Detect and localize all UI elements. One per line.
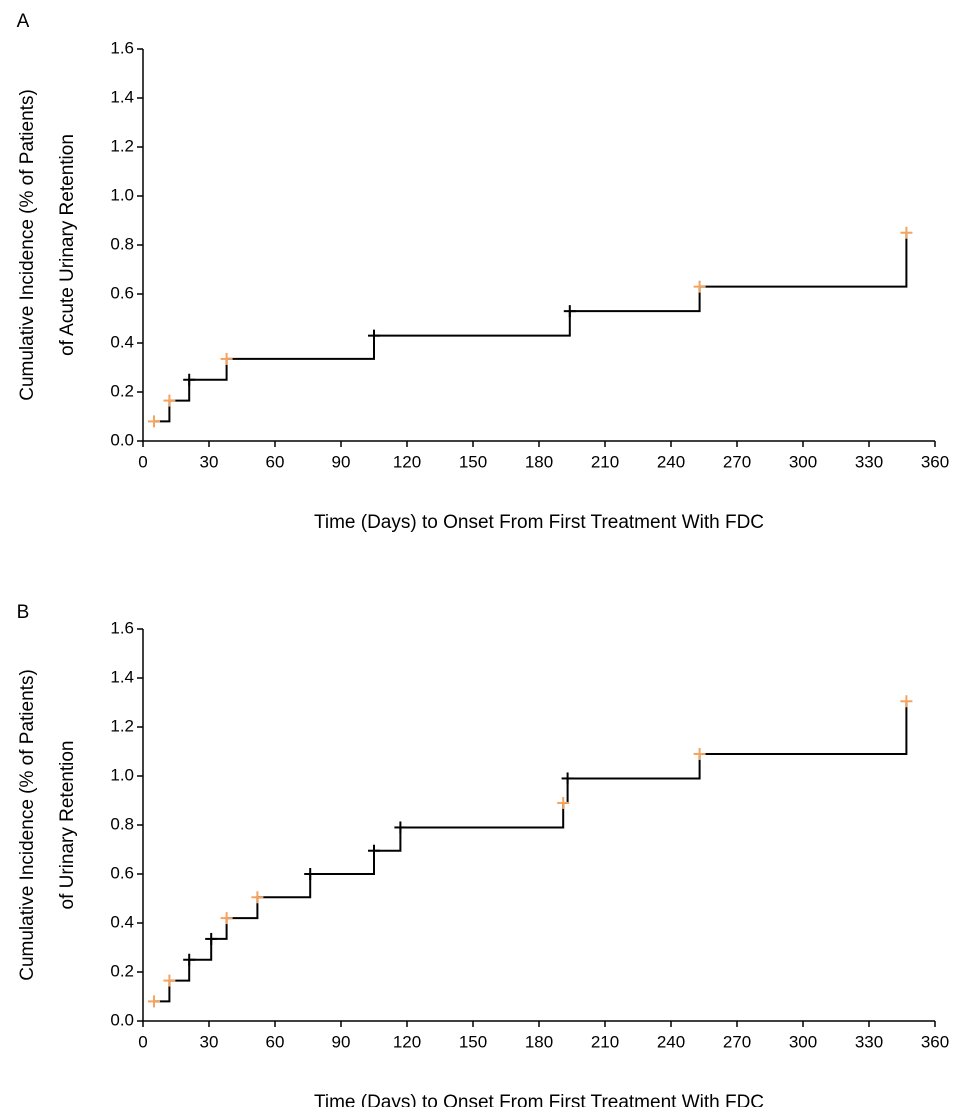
event-marker xyxy=(251,891,264,904)
x-tick-label: 120 xyxy=(393,452,421,471)
event-marker xyxy=(183,373,196,386)
x-tick-label: 90 xyxy=(332,452,351,471)
x-tick-label: 210 xyxy=(591,452,619,471)
event-marker xyxy=(693,280,706,293)
x-tick-label: 60 xyxy=(266,1032,285,1051)
x-tick-label: 330 xyxy=(855,452,883,471)
panel-label: B xyxy=(17,602,30,623)
x-axis-title: Time (Days) to Onset From First Treatmen… xyxy=(314,512,764,533)
event-marker xyxy=(163,394,176,407)
x-tick-label: 240 xyxy=(657,452,685,471)
y-tick-label: 0.8 xyxy=(110,814,134,833)
event-marker xyxy=(900,226,913,239)
y-tick-label: 0.2 xyxy=(110,961,134,980)
x-tick-label: 0 xyxy=(138,1032,147,1051)
event-marker xyxy=(557,796,570,809)
chart-panel-b: B 0.0 0.2 0.4 0.6 0.8 1.0 1.2 1.4 1.6 0 30 60 90 120 15… xyxy=(17,602,950,1107)
x-tick-label: 150 xyxy=(459,1032,487,1051)
y-tick-label: 0.4 xyxy=(110,912,134,931)
x-axis-title: Time (Days) to Onset From First Treatmen… xyxy=(314,1092,764,1107)
event-marker xyxy=(563,305,576,318)
event-marker xyxy=(561,772,574,785)
y-tick-label: 1.2 xyxy=(110,716,134,735)
y-tick-label: 0.8 xyxy=(110,234,134,253)
x-tick-label: 180 xyxy=(525,452,553,471)
y-tick-label: 0.4 xyxy=(110,332,134,351)
event-marker xyxy=(220,352,233,365)
y-tick-label: 1.4 xyxy=(110,667,134,686)
x-tick-label: 360 xyxy=(921,452,949,471)
x-tick-label: 270 xyxy=(723,452,751,471)
x-tick-label: 90 xyxy=(332,1032,351,1051)
x-tick-label: 300 xyxy=(789,1032,817,1051)
y-axis-title: Cumulative Incidence (% of Patients) xyxy=(17,669,38,981)
x-tick-label: 360 xyxy=(921,1032,949,1051)
event-marker xyxy=(220,912,233,925)
x-tick-label: 120 xyxy=(393,1032,421,1051)
x-tick-label: 30 xyxy=(200,1032,219,1051)
x-tick-label: 0 xyxy=(138,452,147,471)
step-line xyxy=(154,701,908,1003)
y-axis-title: of Acute Urinary Retention xyxy=(57,134,78,356)
chart-panel-a: A 0.0 0.2 0.4 0.6 0.8 1.0 1.2 1.4 1.6 0 30 60 90 120 15… xyxy=(17,11,950,533)
y-tick-label: 1.0 xyxy=(110,185,134,204)
y-tick-label: 1.2 xyxy=(110,136,134,155)
event-marker xyxy=(368,329,380,342)
y-tick-label: 0.0 xyxy=(110,1010,134,1029)
x-tick-label: 330 xyxy=(855,1032,883,1051)
event-marker xyxy=(148,995,160,1008)
event-marker xyxy=(304,868,317,880)
event-marker xyxy=(163,974,176,987)
event-marker xyxy=(900,695,913,708)
x-tick-label: 150 xyxy=(459,452,487,471)
event-marker xyxy=(148,415,160,428)
y-tick-label: 1.6 xyxy=(110,38,134,57)
event-marker xyxy=(368,844,380,857)
y-tick-label: 1.6 xyxy=(110,618,134,637)
y-tick-label: 0.2 xyxy=(110,381,134,400)
x-tick-label: 30 xyxy=(200,452,219,471)
x-tick-label: 240 xyxy=(657,1032,685,1051)
x-tick-label: 180 xyxy=(525,1032,553,1051)
event-marker xyxy=(394,821,407,834)
event-marker xyxy=(693,747,706,760)
y-tick-label: 1.4 xyxy=(110,87,134,106)
x-tick-label: 210 xyxy=(591,1032,619,1051)
x-tick-label: 300 xyxy=(789,452,817,471)
y-tick-label: 0.6 xyxy=(110,863,134,882)
y-tick-label: 0.0 xyxy=(110,430,134,449)
y-axis-title: Cumulative Incidence (% of Patients) xyxy=(17,89,38,401)
step-line xyxy=(154,232,908,423)
y-tick-label: 1.0 xyxy=(110,765,134,784)
panel-label: A xyxy=(17,11,30,32)
event-marker xyxy=(205,932,218,945)
y-tick-label: 0.6 xyxy=(110,283,134,302)
event-marker xyxy=(183,953,196,966)
x-tick-label: 270 xyxy=(723,1032,751,1051)
y-axis-title: of Urinary Retention xyxy=(57,741,78,910)
x-tick-label: 60 xyxy=(266,452,285,471)
